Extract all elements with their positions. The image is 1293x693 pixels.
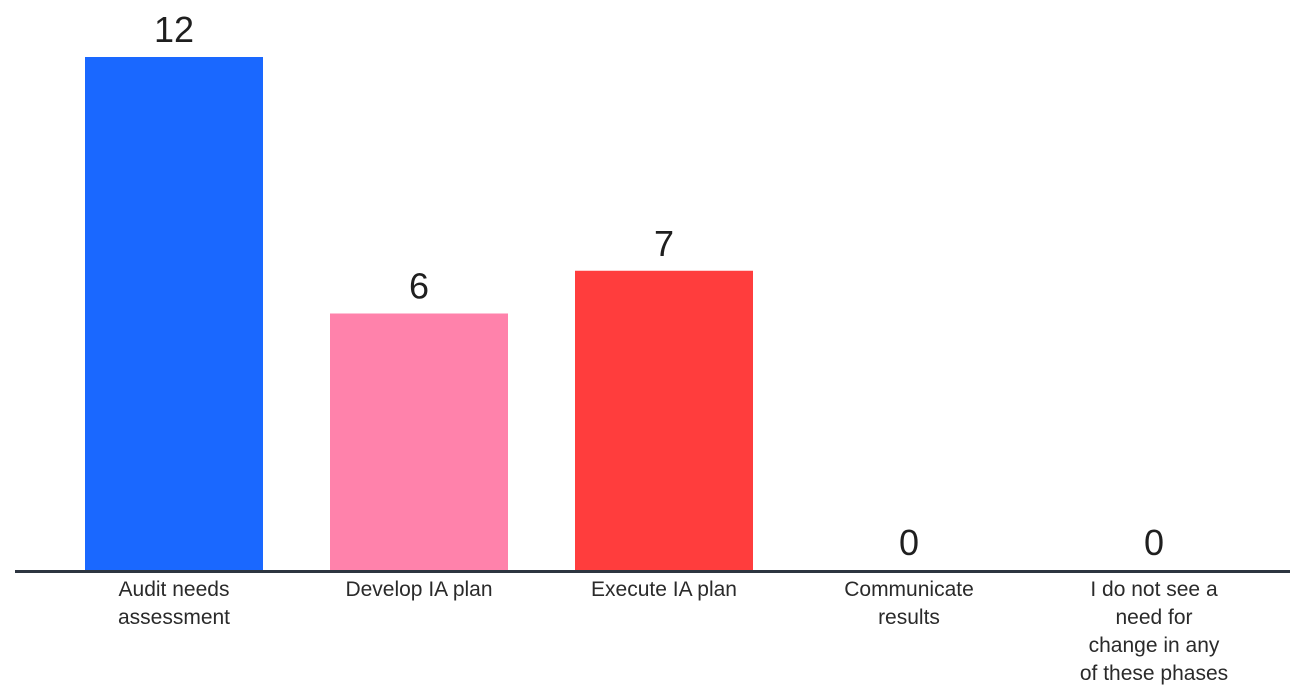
- category-label-line: I do not see a: [1090, 578, 1218, 601]
- bar-1: [330, 313, 508, 570]
- value-label-1: 6: [409, 266, 429, 307]
- category-label-line: assessment: [118, 606, 230, 629]
- category-labels-group: Audit needs assessment Develop IA plan Exec…: [118, 578, 1228, 685]
- bar-2: [575, 270, 753, 570]
- category-label-line: Develop IA plan: [345, 578, 492, 601]
- category-label-0: Audit needs assessment: [118, 578, 230, 629]
- category-label-line: Execute IA plan: [591, 578, 737, 601]
- category-label-3: Communicate results: [844, 578, 974, 629]
- category-label-line: change in any: [1089, 634, 1220, 657]
- category-label-line: need for: [1115, 606, 1192, 629]
- category-label-line: Communicate: [844, 578, 974, 601]
- category-label-line: results: [878, 606, 940, 629]
- value-label-3: 0: [899, 522, 919, 563]
- bar-0: [85, 57, 263, 570]
- value-label-2: 7: [654, 223, 674, 264]
- category-label-line: of these phases: [1080, 662, 1228, 685]
- value-label-4: 0: [1144, 522, 1164, 563]
- category-label-1: Develop IA plan: [345, 578, 492, 601]
- category-label-line: Audit needs: [119, 578, 230, 601]
- bars-group: [85, 57, 753, 570]
- value-label-0: 12: [154, 9, 194, 50]
- value-labels-group: 12 6 7 0 0: [154, 9, 1164, 563]
- category-label-4: I do not see a need for change in any of th…: [1080, 578, 1228, 685]
- category-label-2: Execute IA plan: [591, 578, 737, 601]
